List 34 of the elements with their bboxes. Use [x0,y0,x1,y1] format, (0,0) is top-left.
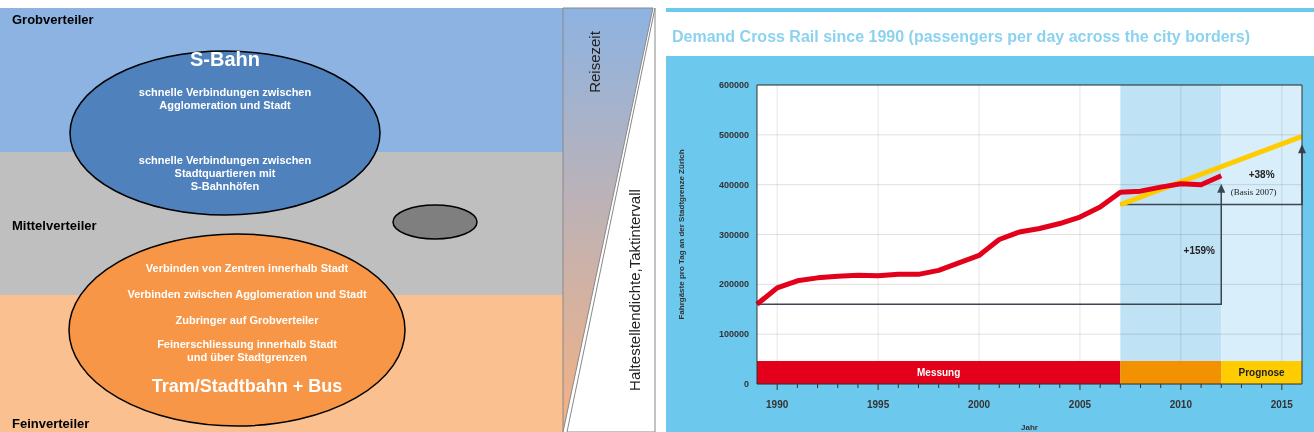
band-label: Prognose [1238,367,1286,378]
text: Zubringer auf Grobverteiler [175,314,320,326]
text: Grobverteiler [12,12,94,27]
y-axis-title: Fahrgäste pro Tag an der Stadtgrenze Zürich [677,149,686,320]
text: Mittelverteiler [12,218,97,233]
x-axis-title: Jahr [1021,423,1038,432]
text: schnelle Verbindungen zwischen Stadtquartieren mit S-Bahnhöfen [138,154,312,193]
y-tick-label: 0 [743,379,749,390]
y-tick-label: 600000 [718,80,749,91]
text: Tram/Stadtbahn + Bus [151,376,343,396]
x-tick-label: 2000 [967,399,991,410]
y-tick-label: 100000 [718,329,749,340]
text: S-Bahn [190,48,260,70]
text: schnelle Verbindungen zwischen Agglomeration und Stadt [138,86,312,112]
y-tick-label: 500000 [718,129,749,140]
text: Feinverteiler [12,416,90,431]
annotation: (Basis 2007) [1230,186,1277,197]
text: Verbinden zwischen Agglomeration und Stadt [127,288,367,300]
annotation: +159% [1183,244,1216,256]
annotation: +38% [1248,168,1275,180]
x-tick-label: 1990 [766,399,789,410]
x-tick-label: 2010 [1169,399,1193,410]
text: Haltestellendichte,Taktintervall [626,189,643,391]
text: Verbinden von Zentren innerhalb Stadt [145,262,349,274]
chart-title: Demand Cross Rail since 1990 (passengers per day across the city borders) [672,28,1251,45]
band-label: Messung [916,367,961,378]
x-tick-label: 2015 [1270,399,1294,410]
y-tick-label: 200000 [718,279,749,290]
y-tick-label: 400000 [718,179,749,190]
text: Feinerschliessung innerhalb Stadt und über Stadtgrenzen [157,338,338,364]
y-tick-label: 300000 [718,229,749,240]
x-tick-label: 1995 [866,399,890,410]
text: Reisezeit [586,30,603,93]
x-tick-label: 2005 [1068,399,1092,410]
